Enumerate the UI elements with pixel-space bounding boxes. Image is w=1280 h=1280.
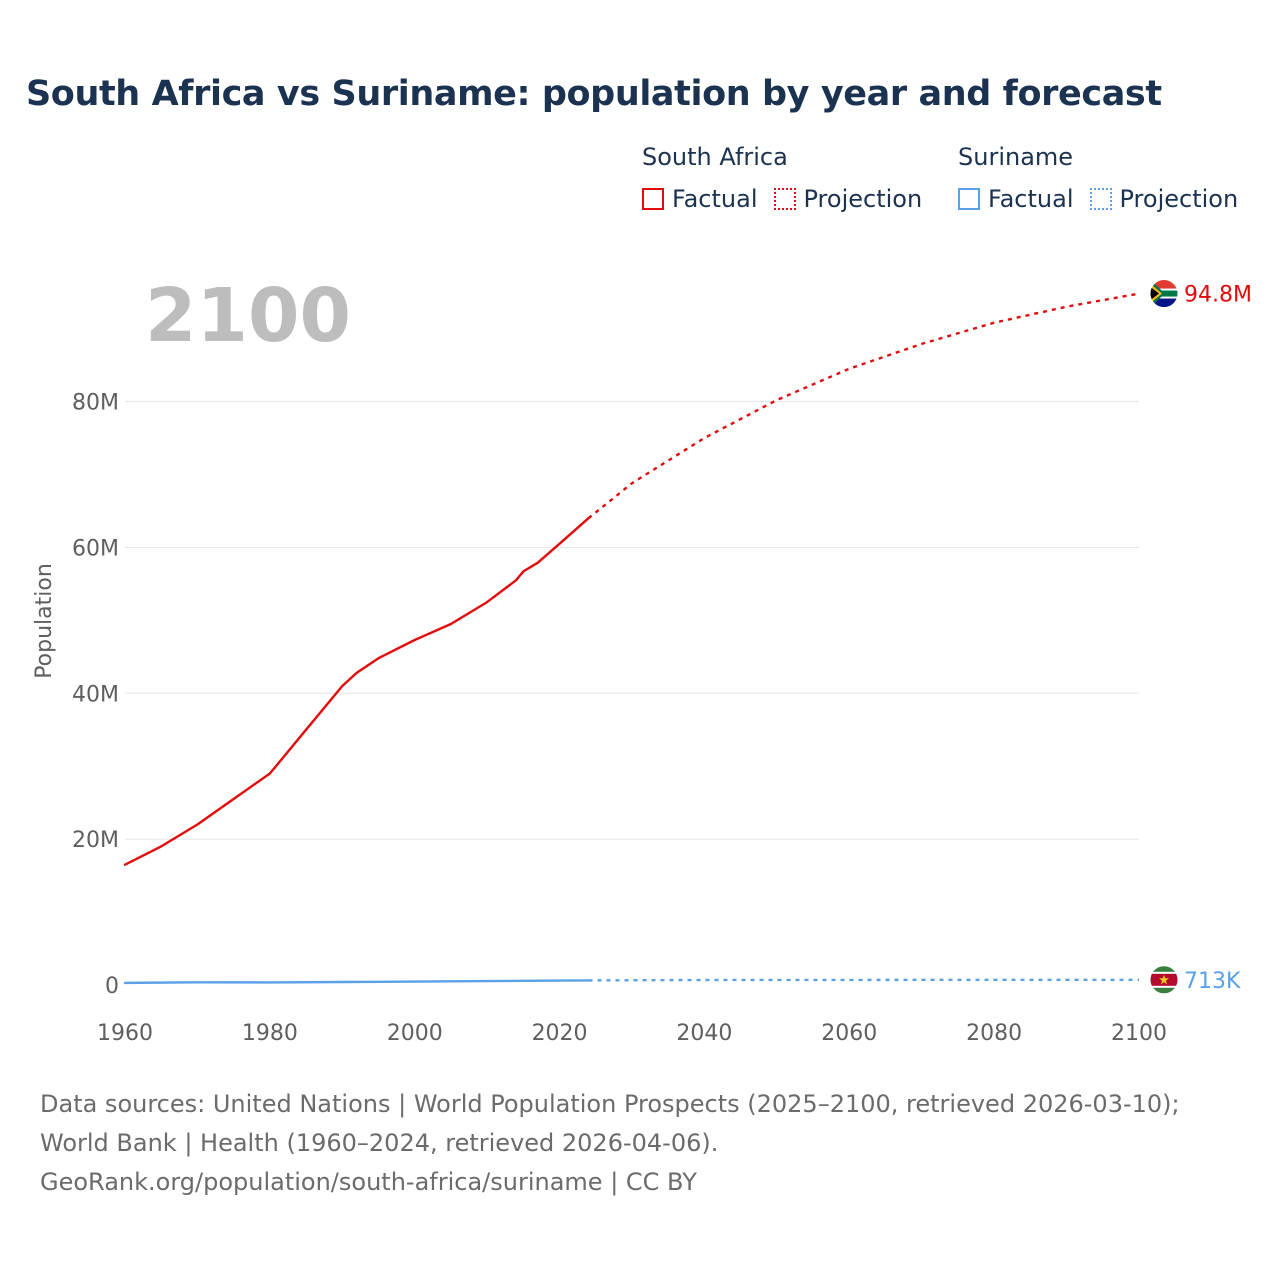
- legend-label: Factual: [672, 185, 758, 213]
- footer: Data sources: United Nations | World Pop…: [40, 1085, 1240, 1202]
- y-tick-label: 60M: [72, 536, 119, 561]
- y-tick-label: 0: [105, 974, 119, 999]
- y-tick-label: 80M: [72, 391, 119, 416]
- south-africa-flag-icon: [1149, 279, 1179, 309]
- south-africa-projection-line: [587, 292, 1140, 520]
- legend-swatch-dotted: [773, 188, 796, 210]
- grid-lines: [125, 401, 1139, 840]
- suriname-end-value-label: 713K: [1184, 969, 1241, 994]
- series: [123, 292, 1140, 985]
- legend-south-africa: South Africa Factual Projection: [642, 142, 938, 214]
- y-tick-label: 40M: [72, 682, 119, 707]
- legend-group-title: Suriname: [958, 143, 1074, 171]
- x-tick-label: 2060: [821, 1021, 877, 1046]
- suriname-projection-line: [588, 978, 1139, 982]
- x-tick-label: 2020: [532, 1021, 588, 1046]
- legend-item-suriname-projection[interactable]: Projection: [1089, 184, 1239, 214]
- x-tick-label: 2040: [676, 1021, 732, 1046]
- suriname-factual-line: [123, 979, 590, 985]
- legend-group-title: South Africa: [642, 143, 788, 171]
- legend-item-south-africa-projection[interactable]: Projection: [773, 184, 923, 214]
- legend-suriname: Suriname Factual Projection: [958, 142, 1254, 214]
- data-sources-note: Data sources: United Nations | World Pop…: [40, 1090, 1180, 1157]
- legend-item-south-africa-factual[interactable]: Factual: [642, 184, 758, 214]
- chart-title: South Africa vs Suriname: population by …: [26, 74, 1162, 114]
- legend-label: Projection: [803, 185, 923, 213]
- legend-label: Factual: [988, 185, 1074, 213]
- y-tick-label: 20M: [72, 828, 119, 853]
- x-tick-label: 1960: [97, 1021, 153, 1046]
- x-tick-label: 2000: [387, 1021, 443, 1046]
- current-year-label: 2100: [145, 273, 351, 359]
- suriname-flag-icon: [1149, 965, 1179, 995]
- axes: 0 20M 40M 60M 80M 1960 1980 2000 2020 2040 2060 208…: [72, 391, 1167, 1047]
- south-africa-end-value-label: 94.8M: [1184, 283, 1252, 308]
- legend-swatch-solid: [958, 188, 980, 210]
- y-axis-title: Population: [32, 563, 57, 679]
- attribution-link[interactable]: GeoRank.org/population/south-africa/suri…: [40, 1168, 697, 1196]
- x-tick-label: 1980: [242, 1021, 298, 1046]
- x-tick-label: 2100: [1111, 1021, 1167, 1046]
- legend-swatch-dotted: [1089, 188, 1112, 210]
- series-endpoints: 94.8M 713K: [1149, 279, 1252, 995]
- x-tick-label: 2080: [966, 1021, 1022, 1046]
- legend-swatch-solid: [642, 188, 664, 210]
- legend-label: Projection: [1119, 185, 1239, 213]
- south-africa-factual-line: [123, 517, 590, 866]
- legend-item-suriname-factual[interactable]: Factual: [958, 184, 1074, 214]
